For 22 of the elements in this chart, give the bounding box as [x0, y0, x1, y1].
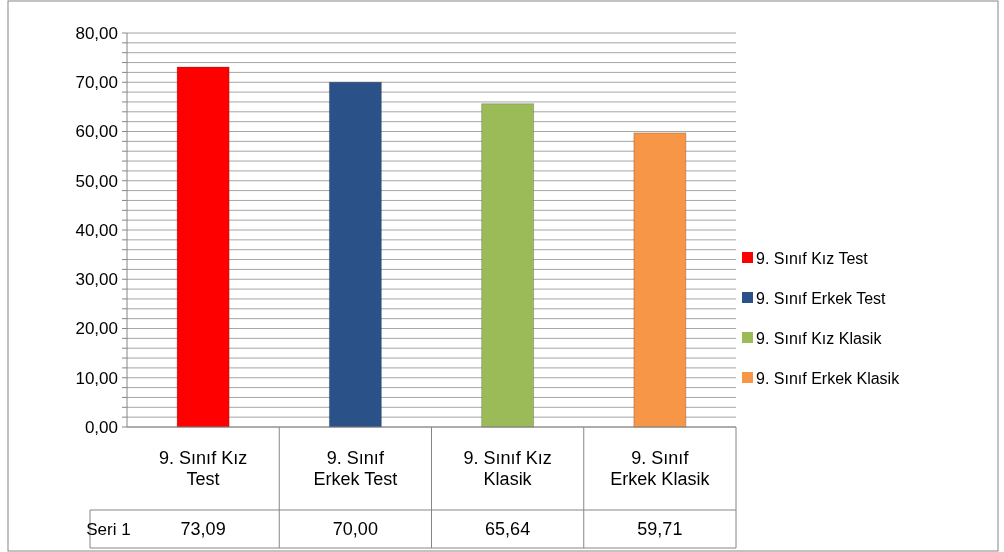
y-tick-label: 10,00 — [75, 368, 118, 388]
category-label: 9. Sınıf Kız Klasik — [756, 329, 882, 347]
y-tick-label: 40,00 — [75, 220, 118, 240]
category-label: 9. Sınıf Erkek Klasik — [756, 369, 900, 387]
y-tick-label: 20,00 — [75, 319, 118, 339]
x-tick-label: 9. Sınıf Kız Test — [159, 448, 248, 490]
text: Seri 1 — [86, 519, 131, 539]
y-tick-label: 0,00 — [84, 417, 118, 437]
data-label: 73,09 — [180, 519, 226, 540]
x-tick-label: 9. Sınıf Erkek Klasik — [610, 448, 711, 490]
y-tick-label: 80,00 — [75, 23, 118, 43]
y-tick-label: 70,00 — [75, 73, 118, 93]
data-label: 70,00 — [332, 519, 378, 540]
data-label: 59,71 — [637, 519, 683, 540]
y-tick-label: 60,00 — [75, 122, 118, 142]
data-label: 65,64 — [485, 519, 531, 540]
x-tick-label: 9. Sınıf Kız Klasik — [463, 448, 552, 490]
x-tick-label: 9. Sınıf Erkek Test — [313, 448, 398, 490]
category-label: 9. Sınıf Kız Test — [756, 249, 868, 267]
category-label: 9. Sınıf Erkek Test — [756, 289, 886, 307]
y-tick-label: 50,00 — [75, 171, 118, 191]
y-tick-label: 30,00 — [75, 270, 118, 290]
